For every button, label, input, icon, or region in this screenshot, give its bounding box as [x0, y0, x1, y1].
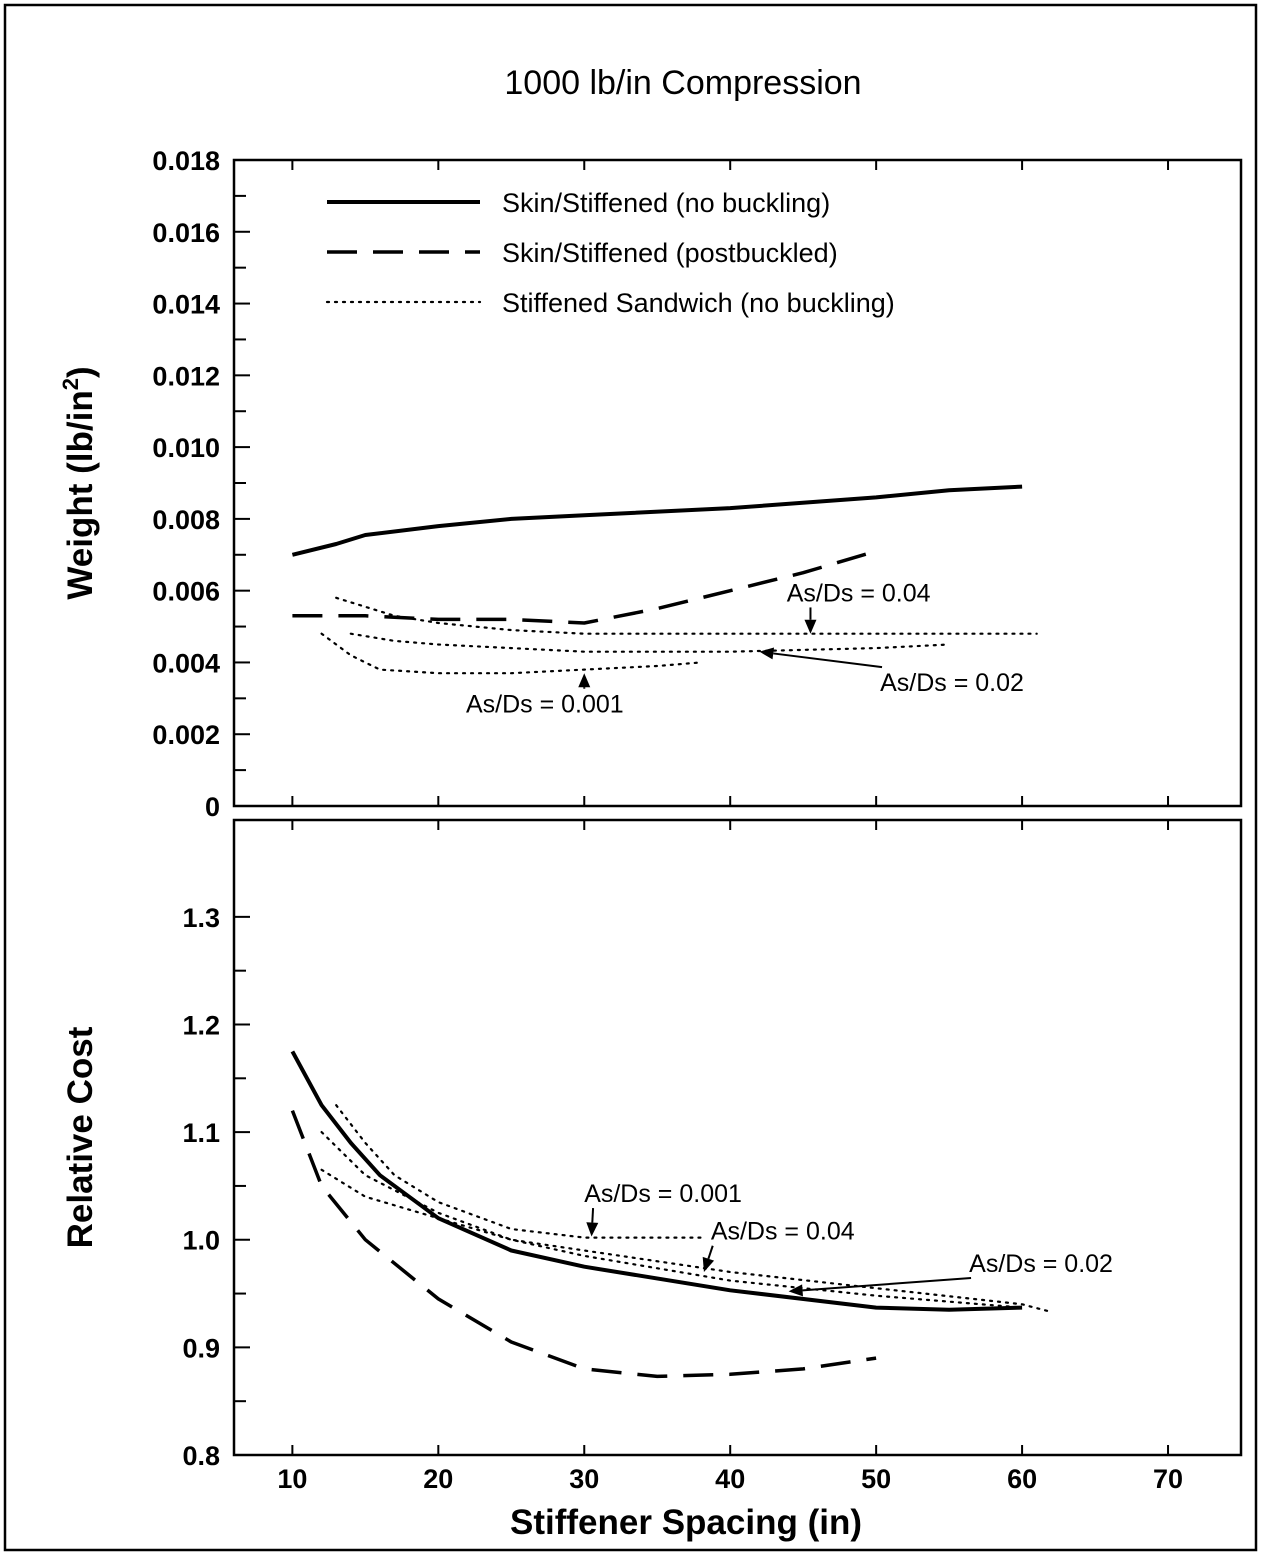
- y-tick-label: 0: [205, 792, 220, 822]
- arrow-head: [578, 673, 591, 688]
- x-tick-label: 60: [1007, 1464, 1037, 1494]
- series-line: [320, 632, 703, 675]
- series-line: [290, 1050, 1023, 1312]
- series-line: [290, 1109, 877, 1379]
- x-tick-label: 70: [1153, 1464, 1183, 1494]
- y-tick-label: 0.008: [152, 505, 220, 535]
- series-line: [335, 596, 1038, 635]
- x-axis-title: Stiffener Spacing (in): [510, 1503, 862, 1542]
- arrow-head: [788, 1284, 803, 1297]
- y-tick-label: 0.016: [152, 218, 220, 248]
- series-line: [292, 549, 877, 625]
- weight-panel: 0 0.002 0.004 0.006 0.008 0.010 0.012 0.014 0.01…: [58, 146, 1243, 822]
- y-tick-label: 0.006: [152, 577, 220, 607]
- legend: Skin/Stiffened (no buckling) Skin/Stiffen…: [325, 188, 895, 318]
- chart-title: 1000 lb/in Compression: [504, 64, 861, 102]
- legend-label: Stiffened Sandwich (no buckling): [502, 288, 895, 318]
- arrow-head: [759, 647, 775, 660]
- annotation-label: As/Ds = 0.001: [584, 1180, 742, 1208]
- annotation-arrow: [802, 1277, 972, 1292]
- series-line: [291, 484, 1023, 557]
- annotation-arrow: [591, 1208, 595, 1223]
- y-tick-label: 1.2: [182, 1010, 220, 1040]
- y-tick-label: 0.018: [152, 146, 220, 176]
- y-tick-label: 0.010: [152, 433, 220, 463]
- series-line: [320, 1130, 1053, 1314]
- annotation-label: As/Ds = 0.04: [787, 579, 931, 607]
- plot-frame: [232, 818, 1243, 1457]
- y-tick-label: 0.014: [152, 290, 220, 320]
- cost-panel: 0.8 0.9 1.0 1.1 1.2 1.3 Relative Cost As/Ds = 0…: [61, 818, 1243, 1494]
- y-tick-label: 1.1: [182, 1118, 220, 1148]
- series-line: [335, 1104, 703, 1239]
- y-tick-label: 0.012: [152, 361, 220, 391]
- annotation-label: As/Ds = 0.02: [969, 1250, 1113, 1278]
- x-tick-label: 20: [423, 1464, 453, 1494]
- y-tick-label: 1.0: [182, 1226, 220, 1256]
- figure-border: [3, 3, 1258, 1552]
- annotation-label: As/Ds = 0.02: [880, 669, 1024, 697]
- y-tick-label: 0.002: [152, 720, 220, 750]
- arrow-head: [702, 1256, 715, 1273]
- arrow-head: [586, 1222, 599, 1237]
- y-tick-label: 0.9: [182, 1333, 220, 1363]
- y-axis-title: Weight (lb/in2): [58, 366, 100, 599]
- legend-label: Skin/Stiffened (postbuckled): [502, 238, 838, 268]
- annotation-label: As/Ds = 0.001: [466, 691, 624, 719]
- y-tick-label: 0.004: [152, 648, 220, 678]
- arrow-head: [804, 619, 817, 634]
- y-tick-label: 1.3: [182, 903, 220, 933]
- y-tick-label: 0.8: [182, 1441, 220, 1471]
- series-line: [349, 632, 951, 653]
- annotation-label: As/Ds = 0.04: [711, 1218, 855, 1246]
- annotation-arrow: [773, 652, 883, 669]
- x-tick-label: 50: [861, 1464, 891, 1494]
- x-tick-label: 10: [277, 1464, 307, 1494]
- annotation-arrow: [707, 1245, 714, 1260]
- y-axis-title: Relative Cost: [61, 1026, 100, 1248]
- series-line: [320, 1168, 1024, 1309]
- x-tick-label: 40: [715, 1464, 745, 1494]
- x-tick-label: 30: [569, 1464, 599, 1494]
- legend-label: Skin/Stiffened (no buckling): [502, 188, 830, 218]
